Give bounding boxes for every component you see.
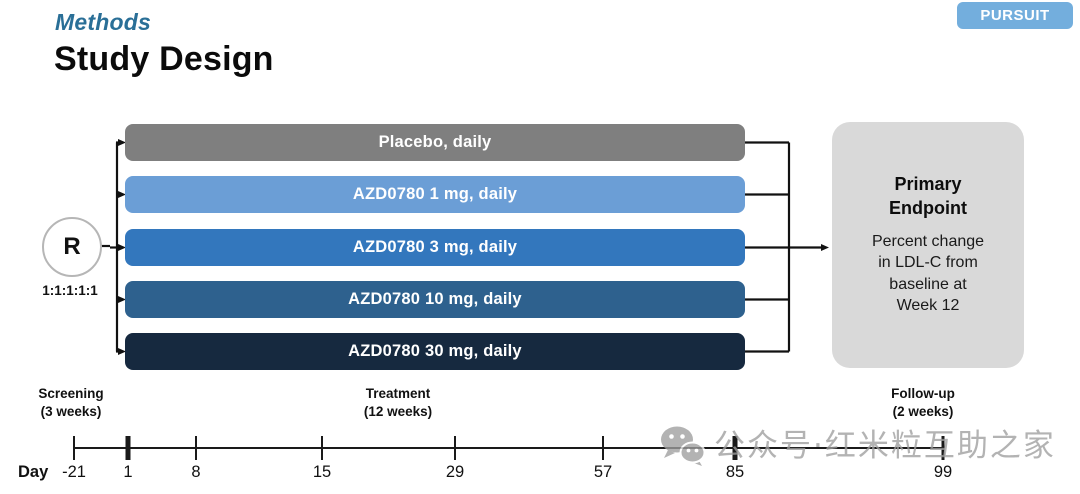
timeline-tick	[321, 436, 323, 460]
timeline-day-value: 1	[123, 463, 133, 481]
endpoint-title: Primary Endpoint	[889, 173, 967, 221]
endpoint-body-line: baseline at	[889, 275, 967, 293]
phase-screening: Screening (3 weeks)	[11, 385, 131, 421]
phase-duration: (3 weeks)	[40, 404, 102, 420]
endpoint-body-line: Percent change	[871, 232, 985, 250]
endpoint-title-line: Endpoint	[889, 197, 967, 218]
arm-label: AZD0780 1 mg, daily	[352, 185, 518, 203]
phase-name: Treatment	[365, 386, 431, 401]
section-label: Methods	[55, 9, 151, 35]
timeline-day-value: -21	[62, 463, 86, 481]
endpoint-title-line: Primary	[894, 174, 962, 195]
arm-label: AZD0780 3 mg, daily	[352, 238, 518, 256]
endpoint-body-line: in LDL-C from	[878, 254, 978, 272]
watermark: 公众号·红米粒互助之家	[658, 424, 1056, 468]
phase-name: Follow-up	[891, 386, 955, 401]
treatment-arm-30mg: AZD0780 30 mg, daily	[125, 333, 745, 370]
watermark-text: 公众号·红米粒互助之家	[714, 427, 1056, 464]
timeline-tick	[602, 436, 604, 460]
treatment-arm-placebo: Placebo, daily	[125, 124, 745, 161]
timeline-day-value: 8	[191, 463, 201, 481]
arm-label: AZD0780 30 mg, daily	[348, 342, 522, 360]
timeline-line	[74, 447, 944, 449]
wechat-icon	[661, 426, 706, 466]
phase-treatment: Treatment (12 weeks)	[318, 385, 478, 421]
endpoint-body-line: Week 12	[896, 297, 960, 315]
endpoint-description: Percent change in LDL-C from baseline at…	[872, 231, 984, 317]
randomization-ratio: 1:1:1:1:1	[42, 283, 98, 298]
timeline-day-value: 57	[593, 463, 613, 481]
treatment-arm-10mg: AZD0780 10 mg, daily	[125, 281, 745, 318]
treatment-arm-1mg: AZD0780 1 mg, daily	[125, 176, 745, 213]
arm-label: Placebo, daily	[378, 133, 492, 151]
timeline-day-value: 99	[933, 463, 953, 481]
timeline-tick	[125, 436, 131, 460]
page-title: Study Design	[54, 40, 274, 78]
timeline-tick	[941, 436, 945, 460]
phase-duration: (12 weeks)	[363, 404, 433, 420]
randomization-symbol: R	[63, 233, 81, 260]
treatment-arm-3mg: AZD0780 3 mg, daily	[125, 229, 745, 266]
timeline-day-value: 15	[312, 463, 332, 481]
study-name-badge: PURSUIT	[957, 2, 1073, 29]
timeline-tick	[454, 436, 456, 460]
primary-endpoint-box: Primary Endpoint Percent change in LDL-C…	[832, 122, 1024, 368]
timeline-tick	[195, 436, 197, 460]
arm-label: AZD0780 10 mg, daily	[348, 290, 522, 308]
timeline-day-value: 85	[725, 463, 745, 481]
phase-followup: Follow-up (2 weeks)	[843, 385, 1003, 421]
timeline-tick	[732, 436, 738, 460]
timeline-tick	[73, 436, 75, 460]
randomization-circle: R	[42, 217, 102, 277]
day-axis-label: Day	[18, 463, 49, 481]
timeline-day-value: 29	[445, 463, 465, 481]
phase-name: Screening	[38, 386, 104, 401]
phase-duration: (2 weeks)	[892, 404, 954, 420]
